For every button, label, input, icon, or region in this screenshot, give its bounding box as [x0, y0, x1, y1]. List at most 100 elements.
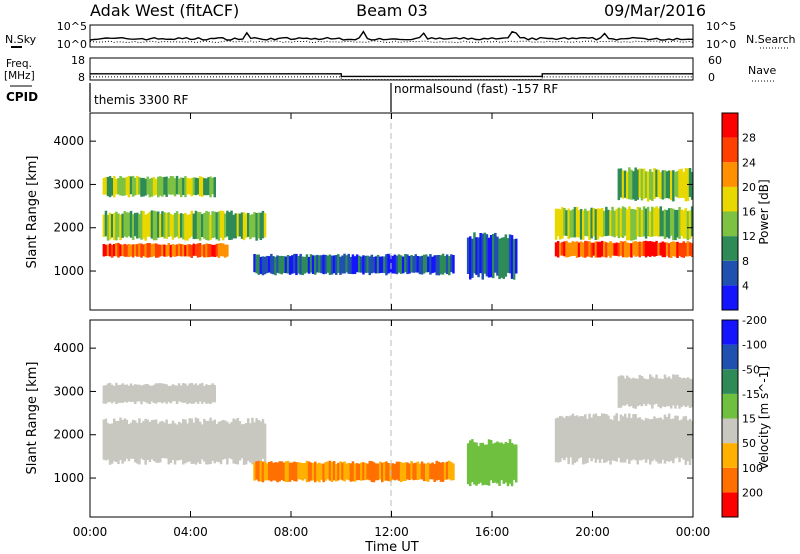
- echo-cell: [108, 243, 112, 257]
- echo-cell: [571, 413, 575, 465]
- echo-cell: [638, 417, 642, 461]
- echo-cell: [278, 255, 281, 274]
- noise-right-tick-top: 10^5: [706, 20, 736, 33]
- echo-cell: [343, 461, 346, 482]
- echo-cell: [259, 256, 263, 274]
- echo-cell: [510, 442, 514, 487]
- echo-cell: [586, 418, 589, 463]
- echo-cell: [672, 418, 675, 464]
- echo-cell: [563, 418, 566, 461]
- echo-cell: [422, 254, 426, 274]
- echo-cell: [106, 214, 110, 241]
- echo-cell: [621, 170, 625, 199]
- echo-cell: [397, 254, 401, 273]
- echo-cell: [496, 236, 499, 276]
- echo-cell: [588, 210, 591, 241]
- noise-search-trace: [89, 40, 694, 44]
- echo-cell: [228, 212, 231, 240]
- echo-cell: [383, 462, 386, 481]
- echo-cell: [672, 374, 675, 406]
- echo-cell: [186, 244, 189, 257]
- echo-cell: [690, 206, 694, 237]
- echo-cell: [182, 383, 185, 403]
- echo-cell: [626, 242, 629, 258]
- echo-cell: [154, 178, 158, 195]
- echo-cell: [680, 242, 683, 258]
- echo-cell: [665, 210, 669, 238]
- echo-cell: [406, 254, 409, 275]
- echo-cell: [159, 213, 162, 238]
- echo-cell: [159, 383, 162, 403]
- noise-left-label: N.Sky: [5, 33, 37, 46]
- echo-cell: [441, 253, 445, 275]
- echo-cell: [282, 462, 286, 482]
- echo-cell: [619, 414, 623, 463]
- echo-cell: [203, 244, 206, 258]
- echo-cell: [332, 461, 336, 481]
- echo-cell: [127, 212, 131, 237]
- echo-cell: [475, 237, 478, 275]
- echo-cell: [282, 256, 286, 273]
- echo-cell: [607, 209, 610, 236]
- echo-cell: [657, 242, 660, 256]
- echo-cell: [259, 212, 263, 240]
- echo-cell: [194, 383, 198, 403]
- echo-cell: [247, 212, 250, 237]
- echo-cell: [219, 243, 223, 257]
- echo-cell: [376, 463, 380, 481]
- echo-cell: [435, 255, 438, 276]
- echo-cell: [276, 255, 279, 273]
- echo-cell: [299, 253, 302, 275]
- echo-cell: [483, 444, 487, 485]
- echo-cell: [188, 383, 191, 404]
- echo-cell: [192, 213, 196, 240]
- echo-cell: [611, 420, 614, 461]
- echo-cell: [121, 177, 124, 196]
- echo-cell: [311, 462, 315, 481]
- echo-cell: [337, 462, 340, 481]
- echo-cell: [617, 207, 621, 239]
- echo-cell: [113, 213, 116, 241]
- echo-cell: [506, 238, 510, 273]
- echo-cell: [104, 244, 108, 257]
- echo-cell: [370, 461, 374, 482]
- colorbar-swatch: [722, 369, 738, 394]
- echo-cell: [217, 243, 221, 258]
- echo-cell: [113, 244, 116, 257]
- echo-cell: [240, 212, 244, 239]
- echo-cell: [242, 212, 246, 241]
- x-tick-label: 16:00: [475, 525, 510, 539]
- colorbar-swatch: [722, 285, 738, 310]
- echo-cell: [205, 420, 208, 465]
- echo-cell: [211, 383, 214, 403]
- echo-cell: [349, 256, 353, 274]
- echo-cell: [579, 241, 583, 257]
- y-tick-label: 1000: [53, 264, 84, 278]
- colorbar-swatch: [722, 236, 738, 261]
- echo-cell: [584, 208, 587, 236]
- echo-cell: [163, 422, 166, 459]
- echo-cell: [626, 375, 629, 405]
- echo-cell: [322, 254, 325, 275]
- echo-cell: [466, 443, 470, 485]
- echo-cell: [640, 376, 644, 407]
- echo-cell: [299, 462, 302, 480]
- echo-cell: [203, 418, 206, 462]
- echo-cell: [684, 208, 688, 239]
- echo-cell: [146, 243, 149, 258]
- echo-cell: [613, 243, 616, 256]
- echo-cell: [469, 440, 472, 487]
- echo-cell: [347, 463, 350, 481]
- echo-cell: [408, 256, 411, 274]
- echo-cell: [425, 463, 428, 482]
- echo-cell: [665, 377, 669, 407]
- echo-cell: [623, 207, 627, 236]
- echo-cell: [291, 255, 294, 274]
- echo-cell: [508, 234, 512, 274]
- echo-cell: [240, 424, 244, 459]
- echo-cell: [173, 423, 177, 465]
- echo-cell: [640, 210, 644, 237]
- echo-cell: [500, 237, 503, 278]
- echo-cell: [192, 384, 196, 404]
- nave-tick-top: 60: [708, 54, 722, 67]
